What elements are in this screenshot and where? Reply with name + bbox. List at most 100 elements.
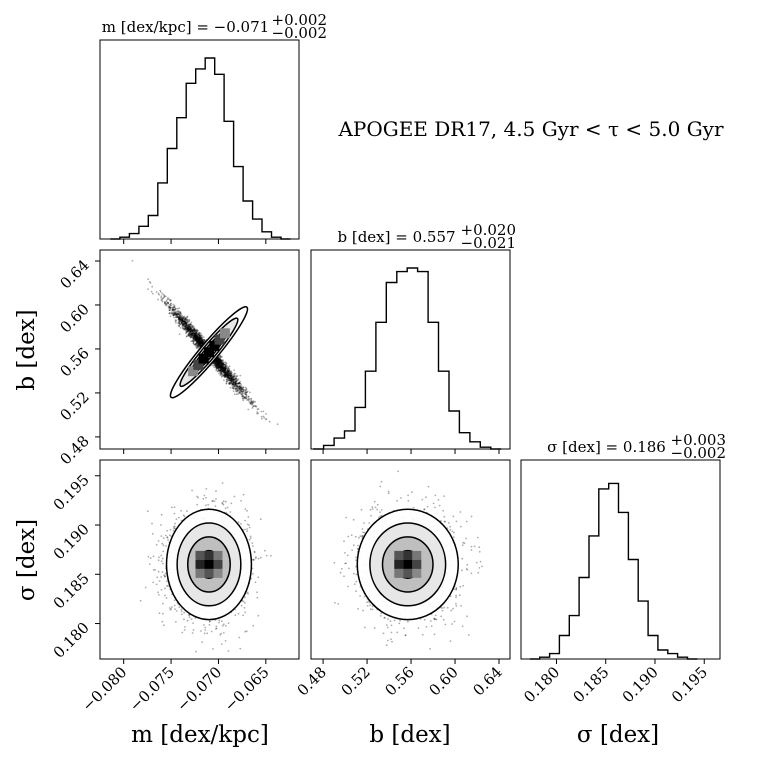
scatter-point bbox=[167, 305, 170, 308]
scatter-point bbox=[197, 341, 200, 344]
scatter-point bbox=[200, 340, 203, 342]
scatter-point bbox=[190, 333, 193, 336]
scatter-point bbox=[220, 368, 223, 371]
scatter-point bbox=[240, 390, 243, 393]
scatter-point bbox=[239, 392, 242, 395]
scatter-point bbox=[190, 328, 193, 331]
scatter-point bbox=[217, 360, 220, 363]
scatter-point bbox=[226, 506, 229, 509]
scatter-point bbox=[192, 334, 195, 337]
scatter-point bbox=[199, 340, 202, 343]
scatter-point bbox=[180, 322, 183, 324]
scatter-point bbox=[217, 357, 220, 360]
scatter-point bbox=[166, 301, 169, 304]
scatter-point bbox=[197, 342, 199, 344]
scatter-point bbox=[166, 298, 169, 301]
scatter-point bbox=[188, 333, 191, 335]
scatter-point bbox=[221, 367, 224, 369]
scatter-point bbox=[223, 370, 226, 373]
scatter-point bbox=[157, 594, 160, 596]
scatter-point bbox=[219, 362, 222, 365]
scatter-point bbox=[187, 323, 189, 326]
scatter-point bbox=[178, 322, 181, 324]
scatter-point bbox=[192, 332, 195, 335]
scatter-point bbox=[200, 340, 203, 343]
scatter-point bbox=[240, 384, 243, 387]
scatter-point bbox=[190, 332, 192, 334]
scatter-point bbox=[191, 329, 194, 332]
scatter-point bbox=[172, 314, 175, 317]
scatter-point bbox=[221, 363, 223, 366]
scatter-point bbox=[242, 389, 245, 392]
scatter-point bbox=[199, 334, 202, 337]
scatter-point bbox=[180, 318, 183, 320]
scatter-point bbox=[222, 367, 224, 369]
scatter-point bbox=[195, 333, 198, 336]
scatter-point bbox=[220, 643, 223, 645]
scatter-point bbox=[195, 332, 197, 335]
scatter-point bbox=[196, 345, 199, 348]
scatter-point bbox=[195, 332, 198, 334]
scatter-point bbox=[201, 342, 204, 345]
scatter-point bbox=[216, 367, 219, 369]
scatter-point bbox=[224, 500, 227, 503]
scatter-point bbox=[170, 608, 173, 610]
scatter-point bbox=[219, 369, 222, 371]
scatter-point bbox=[187, 320, 189, 323]
scatter-point bbox=[180, 317, 182, 320]
histogram-title-sigma: σ [dex] = 0.186 bbox=[547, 438, 666, 456]
scatter-point bbox=[200, 342, 203, 345]
scatter-point bbox=[236, 386, 238, 388]
scatter-point bbox=[229, 375, 232, 378]
scatter-point bbox=[234, 372, 236, 375]
scatter-point bbox=[188, 334, 190, 337]
scatter-point bbox=[210, 630, 213, 633]
scatter-point bbox=[217, 362, 219, 364]
scatter-point bbox=[201, 341, 204, 344]
scatter-point bbox=[217, 361, 219, 364]
scatter-point bbox=[228, 377, 231, 380]
scatter-point bbox=[241, 392, 243, 395]
scatter-point bbox=[199, 340, 202, 342]
scatter-point bbox=[222, 367, 225, 370]
scatter-point bbox=[172, 313, 175, 316]
scatter-point bbox=[190, 331, 192, 334]
scatter-point bbox=[193, 330, 196, 332]
scatter-point bbox=[227, 373, 230, 376]
scatter-point bbox=[250, 403, 253, 406]
scatter-point bbox=[198, 343, 201, 346]
scatter-point bbox=[243, 396, 246, 398]
scatter-point bbox=[217, 365, 220, 368]
scatter-point bbox=[245, 391, 248, 394]
scatter-point bbox=[224, 373, 227, 376]
scatter-point bbox=[160, 524, 162, 526]
scatter-point bbox=[221, 368, 224, 371]
scatter-point bbox=[174, 608, 177, 610]
scatter-point bbox=[241, 391, 244, 394]
scatter-point bbox=[193, 340, 196, 342]
scatter-point bbox=[232, 376, 235, 379]
scatter-point bbox=[215, 361, 217, 364]
scatter-point bbox=[191, 329, 194, 332]
scatter-point bbox=[190, 323, 192, 326]
scatter-point bbox=[231, 380, 233, 382]
scatter-point bbox=[201, 342, 204, 345]
scatter-point bbox=[252, 572, 254, 575]
scatter-point bbox=[200, 630, 202, 632]
scatter-point bbox=[213, 362, 216, 365]
scatter-point bbox=[237, 383, 240, 385]
scatter-point bbox=[215, 625, 218, 628]
scatter-point bbox=[190, 333, 193, 336]
scatter-point bbox=[181, 319, 183, 321]
scatter-point bbox=[174, 310, 177, 312]
histogram-frame-sigma bbox=[520, 459, 721, 660]
scatter-point bbox=[185, 326, 188, 329]
scatter-point bbox=[196, 336, 199, 338]
scatter-point bbox=[187, 323, 190, 326]
scatter-point bbox=[192, 338, 195, 341]
scatter-point bbox=[196, 338, 199, 341]
scatter-point bbox=[234, 381, 237, 384]
scatter-point bbox=[198, 340, 200, 342]
scatter-point bbox=[202, 340, 204, 342]
scatter-point bbox=[199, 339, 202, 341]
